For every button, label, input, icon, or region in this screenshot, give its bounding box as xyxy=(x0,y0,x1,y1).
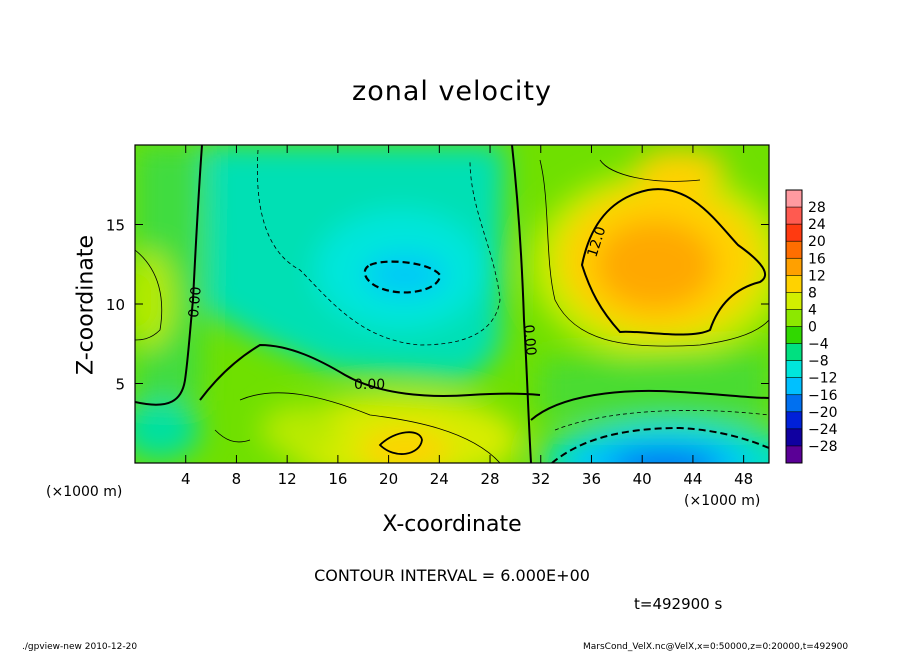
x-tick-label: 32 xyxy=(531,470,550,488)
x-tick-label: 20 xyxy=(379,470,398,488)
y-tick-label: 10 xyxy=(106,296,125,314)
colorbar-swatch xyxy=(786,241,802,259)
colorbar-level-label: −8 xyxy=(808,354,829,370)
colorbar-level-label: −12 xyxy=(808,371,838,387)
x-tick-label: 4 xyxy=(181,470,191,488)
colorbar-swatch xyxy=(786,377,802,396)
time-label: t=492900 s xyxy=(634,595,723,613)
colorbar-swatch xyxy=(786,445,802,464)
colorbar-level-label: 28 xyxy=(808,200,826,216)
colorbar-level-label: 8 xyxy=(808,285,817,301)
colorbar-swatch xyxy=(786,224,802,242)
x-tick-label: 44 xyxy=(683,470,702,488)
x-tick-label: 40 xyxy=(633,470,652,488)
contour-lines xyxy=(135,145,769,463)
heatmap-field xyxy=(135,145,769,463)
colorbar-swatch xyxy=(786,326,802,345)
colorbar-swatch xyxy=(786,428,802,447)
colorbar-swatch xyxy=(786,411,802,430)
colorbar-level-label: 24 xyxy=(808,217,826,233)
x-axis-unit-left: (×1000 m) xyxy=(46,484,123,500)
colorbar-level-label: −4 xyxy=(808,337,829,353)
colorbar-level-label: −20 xyxy=(808,405,838,421)
colorbar-swatch xyxy=(786,207,802,225)
y-tick-label: 5 xyxy=(115,376,125,394)
colorbar-level-label: −28 xyxy=(808,439,838,455)
contour-interval-label: CONTOUR INTERVAL = 6.000E+00 xyxy=(314,566,590,585)
x-tick-label: 12 xyxy=(278,470,297,488)
colorbar-level-label: 20 xyxy=(808,234,826,250)
contour-label: 0.00 xyxy=(520,324,539,356)
colorbar-swatch xyxy=(786,190,802,208)
colorbar-swatch xyxy=(786,394,802,413)
chart-title: zonal velocity xyxy=(352,76,552,107)
x-tick-label: 36 xyxy=(582,470,601,488)
colorbar-level-label: 0 xyxy=(808,320,817,336)
colorbar-swatch xyxy=(786,360,802,379)
x-axis-unit-right: (×1000 m) xyxy=(684,493,761,509)
footer-right: MarsCond_VelX.nc@VelX,x=0:50000,z=0:2000… xyxy=(583,642,849,652)
x-tick-label: 28 xyxy=(480,470,499,488)
x-axis-label: X-coordinate xyxy=(382,512,522,537)
colorbar-swatch xyxy=(786,309,802,327)
colorbar-level-label: 16 xyxy=(808,251,826,267)
contour-label: 0.00 xyxy=(186,286,205,318)
colorbar-level-label: 4 xyxy=(808,302,817,318)
x-axis-ticks: 4 8 12 16 20 24 28 32 36 40 44 48 xyxy=(181,145,753,488)
colorbar-level-label: −16 xyxy=(808,388,838,404)
colorbar-swatch xyxy=(786,343,802,362)
colorbar-swatch xyxy=(786,258,802,276)
contour-label: 0.00 xyxy=(354,377,385,393)
x-tick-label: 16 xyxy=(328,470,347,488)
footer-left: ./gpview-new 2010-12-20 xyxy=(22,642,138,652)
y-axis-ticks: 5 10 15 xyxy=(106,217,769,394)
y-axis-label: Z-coordinate xyxy=(73,235,99,375)
y-tick-label: 15 xyxy=(106,217,125,235)
x-tick-label: 8 xyxy=(232,470,242,488)
colorbar-level-label: 12 xyxy=(808,268,826,284)
x-tick-label: 48 xyxy=(734,470,753,488)
colorbar-swatch xyxy=(786,275,802,293)
colorbar-level-label: −24 xyxy=(808,422,838,438)
colorbar-swatch xyxy=(786,292,802,310)
x-tick-label: 24 xyxy=(430,470,449,488)
